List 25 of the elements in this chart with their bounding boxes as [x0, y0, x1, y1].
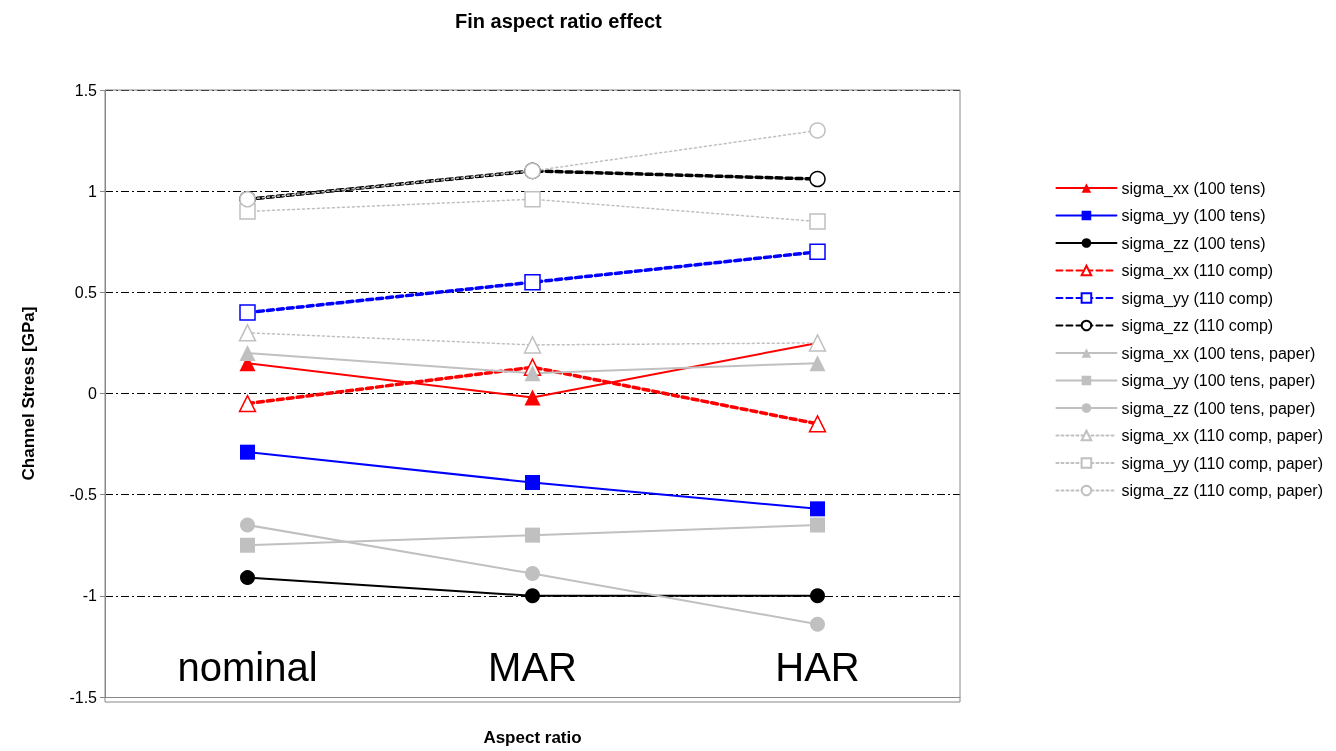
legend-label: sigma_zz (100 tens, paper)	[1121, 399, 1316, 418]
legend-label: sigma_xx (110 comp)	[1121, 262, 1274, 280]
legend-label: sigma_yy (110 comp)	[1121, 289, 1274, 308]
legend-label: sigma_zz (110 comp)	[1121, 317, 1274, 335]
y-tick-label: 1	[88, 182, 98, 200]
y-tick-label: 0.5	[74, 283, 98, 301]
x-tick-label: nominal	[177, 645, 318, 689]
x-tick-label: MAR	[488, 645, 577, 689]
chart-title: Fin aspect ratio effect	[455, 10, 663, 32]
legend-label: sigma_yy (110 comp, paper)	[1121, 454, 1324, 473]
legend-label: sigma_xx (100 tens)	[1121, 179, 1266, 198]
legend-label: sigma_zz (110 comp, paper)	[1121, 482, 1324, 500]
y-axis-title: Channel Stress [GPa]	[19, 306, 38, 481]
y-tick-label: -1.5	[69, 688, 98, 706]
y-tick-label: -1	[82, 587, 98, 605]
y-tick-label: -0.5	[69, 486, 98, 504]
y-tick-label: 0	[88, 385, 98, 402]
legend-label: sigma_yy (100 tens, paper)	[1121, 372, 1316, 390]
legend-label: sigma_xx (110 comp, paper)	[1121, 427, 1324, 445]
x-tick-label: HAR	[775, 645, 860, 689]
legend-label: sigma_yy (100 tens)	[1121, 207, 1266, 225]
legend-label: sigma_zz (100 tens)	[1121, 234, 1266, 253]
x-axis-title: Aspect ratio	[483, 728, 582, 747]
y-tick-label: 1.5	[74, 81, 98, 99]
legend-label: sigma_xx (100 tens, paper)	[1121, 344, 1316, 363]
